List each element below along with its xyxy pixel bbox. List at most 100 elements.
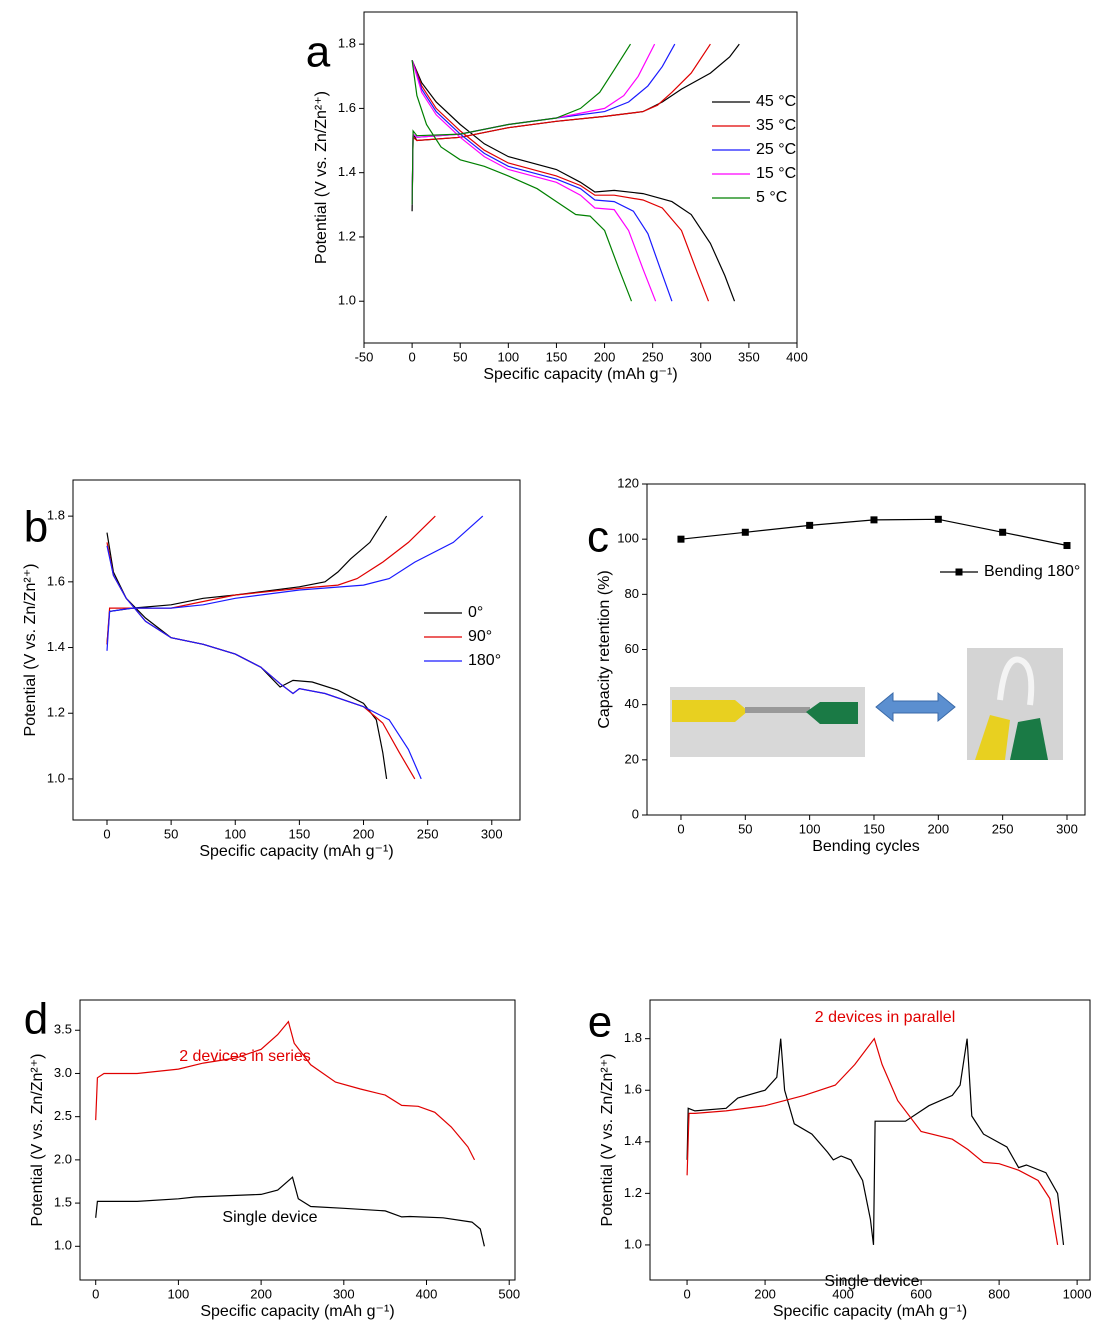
y-tick-label: 100 — [617, 531, 639, 546]
data-line — [686, 1037, 1059, 1245]
y-tick-label: 1.2 — [47, 705, 65, 720]
plot-frame — [649, 999, 1091, 1281]
y-tick-label: 2.0 — [54, 1151, 72, 1166]
y-axis-label: Potential (V vs. Zn/Zn²⁺) — [22, 564, 39, 737]
panel-label: e — [588, 998, 612, 1047]
data-line — [106, 515, 388, 779]
y-tick-label: 20 — [625, 751, 639, 766]
plot-frame — [79, 999, 516, 1281]
y-tick-label: 1.6 — [338, 100, 356, 115]
x-tick-label: 150 — [863, 821, 885, 836]
y-tick-label: 120 — [617, 475, 639, 490]
x-tick-label: 300 — [481, 826, 503, 841]
legend-marker — [955, 568, 963, 576]
x-tick-label: 500 — [498, 1286, 520, 1301]
x-axis-label: Specific capacity (mAh g⁻¹) — [200, 1303, 394, 1320]
data-point — [1063, 542, 1071, 550]
y-axis-label: Capacity retention (%) — [596, 570, 613, 728]
wire — [745, 707, 810, 713]
x-tick-label: 150 — [546, 349, 568, 364]
y-axis-label: Potential (V vs. Zn/Zn²⁺) — [599, 1054, 616, 1227]
x-tick-label: 200 — [250, 1286, 272, 1301]
y-tick-label: 1.4 — [338, 164, 356, 179]
x-tick-label: 100 — [168, 1286, 190, 1301]
y-tick-label: 1.4 — [47, 639, 65, 654]
y-tick-label: 40 — [625, 696, 639, 711]
x-axis-label: Specific capacity (mAh g⁻¹) — [483, 366, 677, 383]
x-tick-label: 100 — [799, 821, 821, 836]
x-tick-label: 400 — [832, 1286, 854, 1301]
legend-label: 45 °C — [756, 93, 796, 110]
data-line — [95, 1020, 476, 1161]
x-tick-label: 800 — [988, 1286, 1010, 1301]
y-tick-label: 1.6 — [47, 573, 65, 588]
x-tick-label: 250 — [417, 826, 439, 841]
y-tick-label: 1.2 — [338, 228, 356, 243]
annotation: Single device — [222, 1209, 317, 1226]
data-line — [411, 43, 711, 302]
x-tick-label: 0 — [103, 826, 110, 841]
y-axis-label: Potential (V vs. Zn/Zn²⁺) — [313, 91, 330, 264]
legend-label: 5 °C — [756, 189, 787, 206]
legend-label: Bending 180° — [984, 563, 1080, 580]
y-tick-label: 1.4 — [624, 1133, 642, 1148]
y-tick-label: 1.0 — [47, 770, 65, 785]
annotation: 2 devices in parallel — [815, 1009, 956, 1026]
x-tick-label: 1000 — [1063, 1286, 1092, 1301]
x-tick-label: 250 — [992, 821, 1014, 836]
data-line — [95, 1176, 485, 1247]
clip-green — [806, 702, 858, 724]
x-axis-label: Bending cycles — [812, 838, 920, 855]
y-tick-label: 60 — [625, 641, 639, 656]
data-line — [411, 43, 633, 302]
data-line — [686, 1038, 1065, 1245]
data-point — [677, 535, 685, 543]
y-tick-label: 1.8 — [338, 36, 356, 51]
x-tick-label: 0 — [92, 1286, 99, 1301]
x-tick-label: 600 — [910, 1286, 932, 1301]
x-tick-label: 400 — [786, 349, 808, 364]
panel-label: b — [24, 503, 48, 552]
data-point — [934, 515, 942, 523]
y-tick-label: 1.8 — [624, 1030, 642, 1045]
x-tick-label: 100 — [497, 349, 519, 364]
plot-frame — [72, 479, 521, 821]
clip-yellow-bent — [975, 715, 1010, 760]
plot-frame — [363, 11, 798, 344]
data-point — [999, 528, 1007, 536]
panel-label: d — [24, 995, 48, 1044]
y-tick-label: 80 — [625, 586, 639, 601]
x-tick-label: 200 — [754, 1286, 776, 1301]
legend-label: 90° — [468, 628, 492, 645]
bent-wire — [997, 656, 1035, 706]
legend-label: 35 °C — [756, 117, 796, 134]
annotation: 2 devices in series — [179, 1048, 311, 1065]
clip-yellow — [672, 700, 748, 722]
x-tick-label: 0 — [408, 349, 415, 364]
x-tick-label: 0 — [677, 821, 684, 836]
y-tick-label: 3.0 — [54, 1065, 72, 1080]
x-axis-label: Specific capacity (mAh g⁻¹) — [199, 843, 393, 860]
x-tick-label: 350 — [738, 349, 760, 364]
x-tick-label: 300 — [690, 349, 712, 364]
clip-green-bent — [1010, 718, 1048, 760]
legend-label: 25 °C — [756, 141, 796, 158]
double-arrow — [875, 691, 956, 723]
legend-label: 0° — [468, 604, 483, 621]
x-tick-label: 300 — [1056, 821, 1078, 836]
y-tick-label: 1.0 — [624, 1236, 642, 1251]
panel-label: a — [306, 28, 331, 77]
annotation: Single device — [824, 1273, 919, 1290]
data-point — [870, 516, 878, 524]
panel-label: c — [587, 513, 609, 562]
x-tick-label: 250 — [642, 349, 664, 364]
data-point — [806, 521, 814, 529]
x-tick-label: 200 — [594, 349, 616, 364]
y-axis-label: Potential (V vs. Zn/Zn²⁺) — [29, 1054, 46, 1227]
x-tick-label: 400 — [416, 1286, 438, 1301]
x-tick-label: 50 — [738, 821, 752, 836]
x-tick-label: 300 — [333, 1286, 355, 1301]
x-tick-label: 150 — [289, 826, 311, 841]
y-tick-label: 1.6 — [624, 1082, 642, 1097]
x-tick-label: 100 — [224, 826, 246, 841]
